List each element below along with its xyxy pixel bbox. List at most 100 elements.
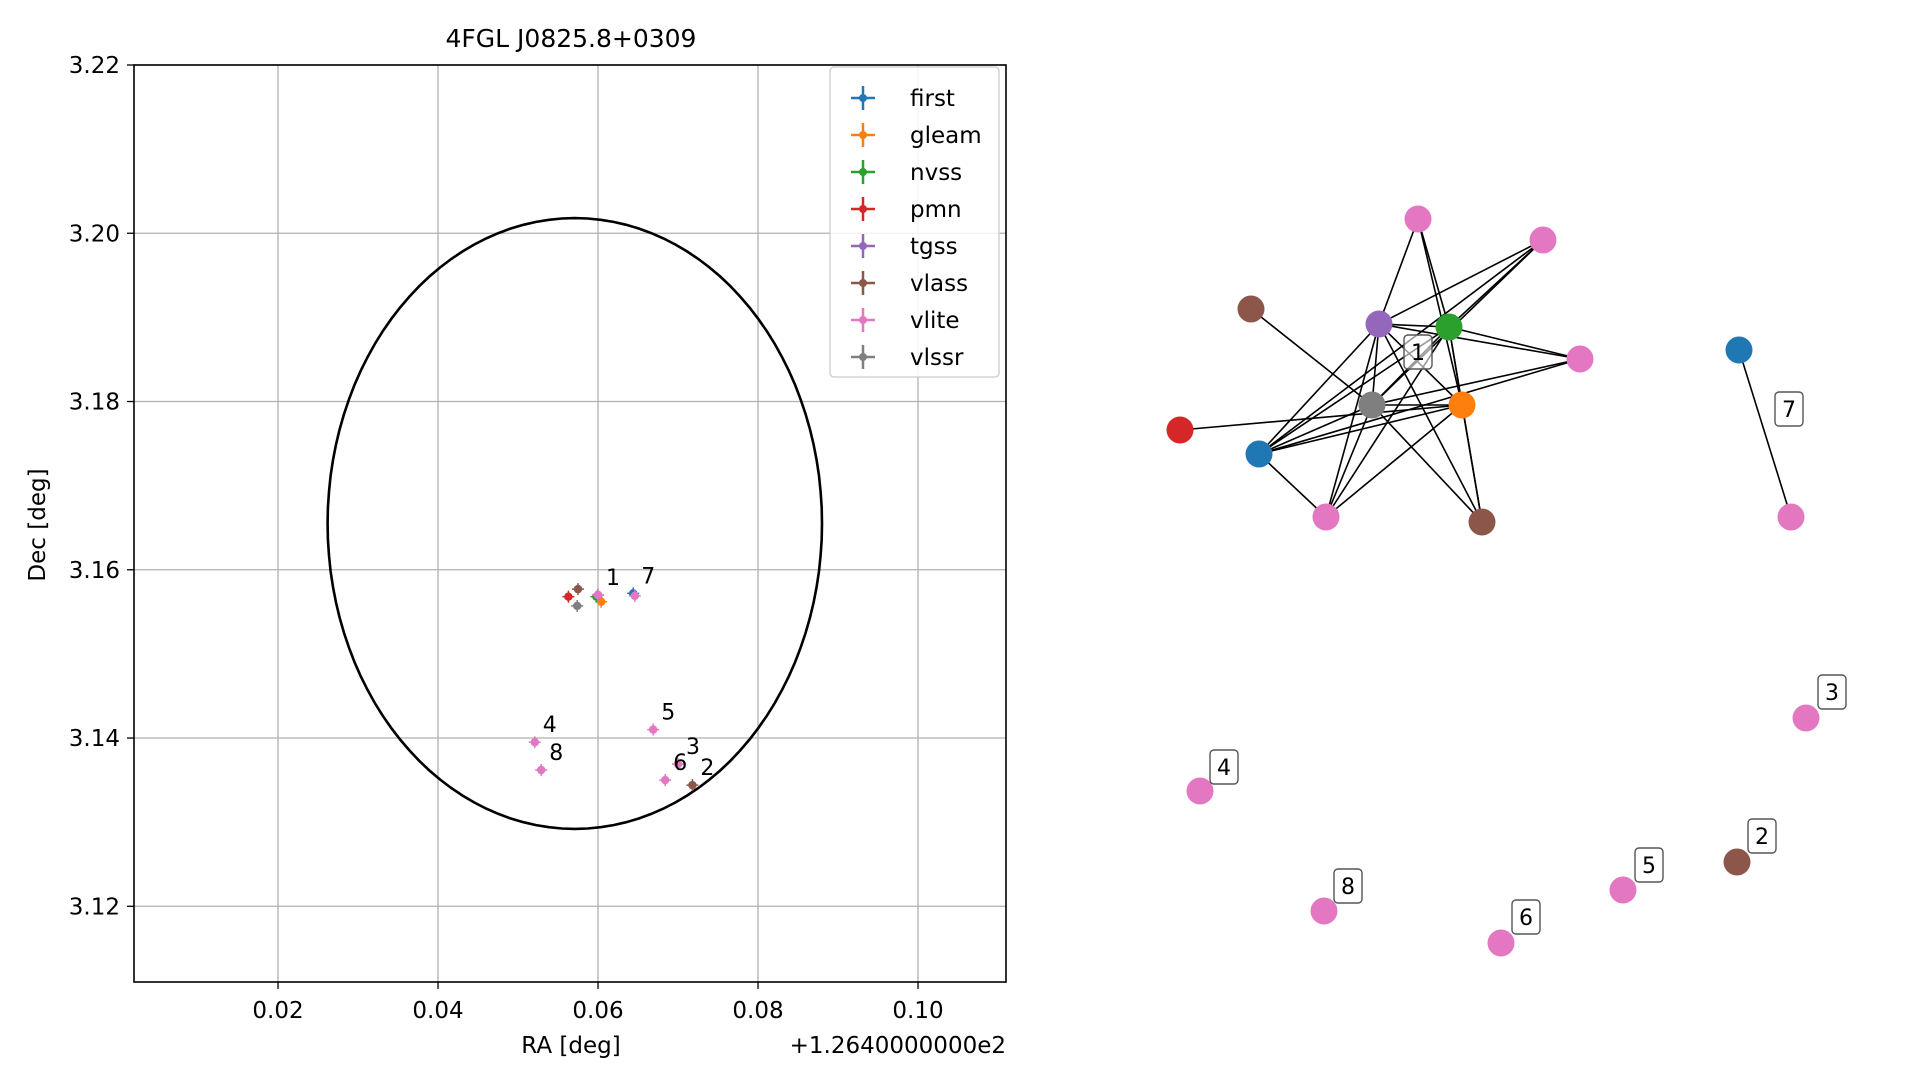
y-tick-label: 3.20: [69, 221, 120, 247]
network-edge: [1417, 218, 1463, 406]
network-edge: [1258, 323, 1380, 455]
network-node-vlite: [1777, 503, 1805, 531]
y-ticks: 3.12 3.14 3.16 3.18 3.20 3.22: [69, 53, 134, 920]
legend-marker: [859, 131, 867, 139]
y-tick-label: 3.14: [69, 726, 120, 752]
svg-text:5: 5: [1642, 854, 1656, 879]
legend-marker: [859, 94, 867, 102]
x-tick-label: 0.06: [572, 998, 623, 1024]
scatter-point-vlass: [686, 779, 699, 792]
svg-text:4: 4: [1217, 756, 1231, 781]
svg-text:1: 1: [1411, 341, 1425, 366]
svg-text:8: 8: [1341, 875, 1355, 900]
uncertainty-ellipse: [326, 216, 824, 831]
legend-label: vlite: [910, 308, 960, 334]
network-node-vlite: [1186, 777, 1214, 805]
network-edge: [1325, 404, 1373, 518]
network-node-label: 3: [1817, 674, 1847, 710]
x-ticks: 0.02 0.04 0.06 0.08 0.10: [252, 982, 944, 1024]
network-edge: [1448, 326, 1581, 360]
network-edge: [1738, 349, 1792, 518]
legend-label: gleam: [910, 123, 982, 149]
legend-item-pmn: pmn: [851, 197, 962, 223]
network-node-first: [1245, 440, 1273, 468]
y-tick-label: 3.12: [69, 894, 120, 920]
point-annotation: 4: [543, 713, 557, 738]
network-node-label: 6: [1511, 899, 1541, 935]
network-edge: [1378, 323, 1483, 523]
y-tick-label: 3.22: [69, 53, 120, 79]
x-tick-label: 0.02: [252, 998, 303, 1024]
network-node-tgss: [1365, 310, 1393, 338]
network-node-vlite: [1609, 876, 1637, 904]
network-edge: [1250, 308, 1373, 406]
legend-label: tgss: [910, 234, 958, 260]
network-edge: [1325, 323, 1380, 518]
legend-marker: [859, 353, 867, 361]
point-annotation: 2: [700, 756, 714, 781]
network-node-vlite: [1792, 704, 1820, 732]
network-node-vlite: [1487, 929, 1515, 957]
legend-marker: [859, 242, 867, 250]
network-labels: 1 7 3 4 2 5 8 6: [1209, 334, 1847, 935]
legend-item-vlite: vlite: [851, 308, 960, 334]
legend-item-vlssr: vlssr: [851, 345, 964, 371]
svg-text:2: 2: [1755, 825, 1769, 850]
legend-item-vlass: vlass: [851, 271, 968, 297]
legend-marker: [859, 279, 867, 287]
network-edge: [1417, 218, 1450, 328]
network-edge: [1258, 239, 1544, 455]
point-annotation: 5: [661, 701, 675, 726]
network-node-gleam: [1448, 391, 1476, 419]
scatter-point-vlssr: [571, 599, 584, 612]
scatter-point-vlite: [535, 763, 548, 776]
scatter-point-vlite: [592, 589, 604, 602]
legend-label: vlass: [910, 271, 968, 297]
legend-marker: [859, 168, 867, 176]
legend-box: [829, 66, 1000, 378]
point-annotation: 3: [686, 735, 700, 760]
network-node-vlite: [1310, 897, 1338, 925]
network-edge: [1371, 358, 1581, 406]
legend-marker: [859, 205, 867, 213]
network-node-label: 7: [1774, 391, 1804, 427]
network-edge: [1371, 323, 1380, 406]
network-nodes: [1166, 205, 1820, 957]
network-node-label: 1: [1403, 334, 1433, 370]
network-edge: [1378, 323, 1581, 360]
y-tick-label: 3.16: [69, 558, 120, 584]
x-axis-offset-label: +1.2640000000e2: [790, 1033, 1006, 1059]
legend-label: pmn: [910, 197, 962, 223]
network-node-vlass: [1468, 508, 1496, 536]
network-edge: [1371, 404, 1483, 523]
legend-item-gleam: gleam: [851, 123, 982, 149]
legend-item-first: first: [851, 86, 955, 112]
svg-text:6: 6: [1519, 906, 1533, 931]
network-edge: [1258, 404, 1373, 455]
network-edge: [1258, 358, 1581, 455]
point-annotation: 1: [606, 566, 620, 591]
legend-label: nvss: [910, 160, 962, 186]
network-edge: [1461, 404, 1483, 523]
network-node-vlite: [1404, 205, 1432, 233]
network-edge: [1325, 404, 1463, 518]
legend-marker: [859, 316, 867, 324]
network-node-first: [1725, 336, 1753, 364]
point-annotation: 7: [641, 564, 655, 589]
network-node-label: 5: [1634, 847, 1664, 883]
scatter-points: [528, 583, 699, 792]
network-edge: [1378, 239, 1544, 325]
network-node-pmn: [1166, 416, 1194, 444]
network-edge: [1378, 218, 1419, 325]
network-edge: [1258, 404, 1463, 455]
y-axis-label: Dec [deg]: [25, 468, 51, 581]
legend-label: first: [910, 86, 955, 112]
network-node-vlite: [1566, 345, 1594, 373]
scatter-point-vlite: [647, 723, 660, 736]
network-edges: [1179, 218, 1792, 523]
x-tick-label: 0.10: [892, 998, 943, 1024]
network-graph-panel: 1 7 3 4 2 5 8 6: [1166, 205, 1847, 957]
point-annotation: 6: [673, 751, 687, 776]
network-node-nvss: [1435, 313, 1463, 341]
